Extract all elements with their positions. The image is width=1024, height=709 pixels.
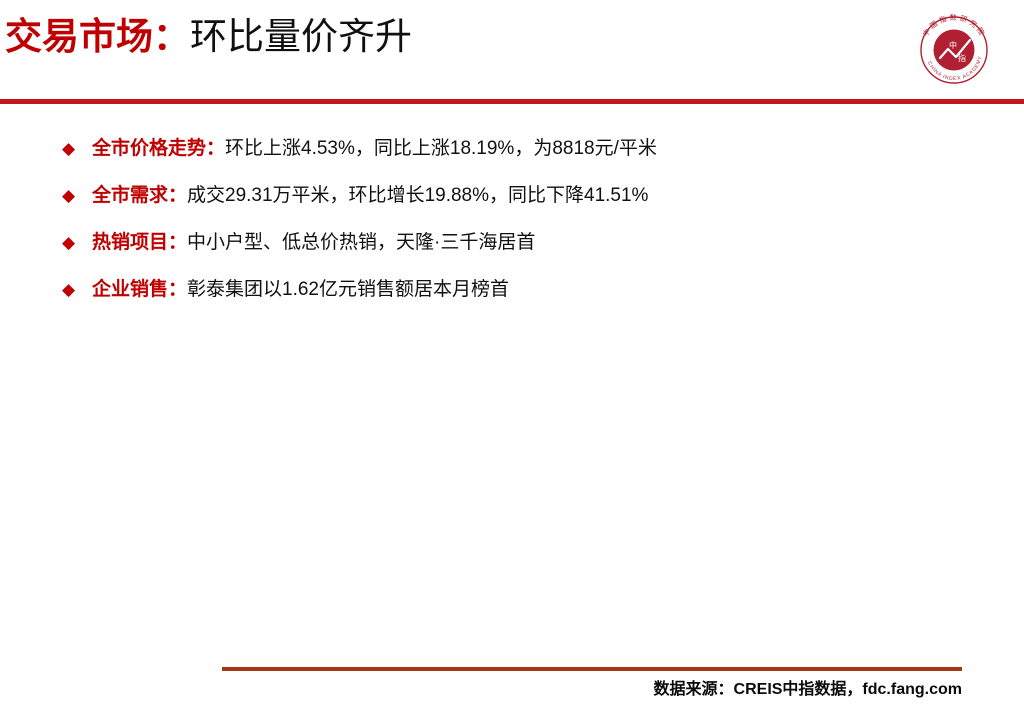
footer-divider — [222, 667, 962, 671]
bullet-text: 全市需求：成交29.31万平米，环比增长19.88%，同比下降41.51% — [92, 180, 982, 212]
bullet-body: 成交29.31万平米，环比增长19.88%，同比下降41.51% — [187, 185, 649, 206]
page-title-colon: ： — [153, 16, 190, 57]
svg-text:中: 中 — [949, 40, 957, 50]
bullet-text: 企业销售：彰泰集团以1.62亿元销售额居本月榜首 — [92, 274, 982, 306]
page-title: 交易市场：环比量价齐升 — [5, 12, 412, 62]
bullet-label: 全市价格走势： — [92, 138, 226, 159]
list-item: ◆ 全市需求：成交29.31万平米，环比增长19.88%，同比下降41.51% — [62, 180, 982, 227]
bullet-body: 环比上涨4.53%，同比上涨18.19%，为8818元/平米 — [225, 138, 657, 159]
bullet-text: 热销项目：中小户型、低总价热销，天隆·三千海居首 — [92, 227, 982, 259]
list-item: ◆ 企业销售：彰泰集团以1.62亿元销售额居本月榜首 — [62, 274, 982, 321]
svg-text:指: 指 — [958, 53, 966, 63]
bullet-label: 全市需求： — [92, 185, 188, 206]
bullet-body: 中小户型、低总价热销，天隆·三千海居首 — [187, 232, 536, 253]
page-title-rest: 环比量价齐升 — [190, 16, 412, 57]
list-item: ◆ 全市价格走势：环比上涨4.53%，同比上涨18.19%，为8818元/平米 — [62, 133, 982, 180]
page-title-accent: 交易市场 — [5, 16, 153, 57]
slide-header: 交易市场：环比量价齐升 中 指 中国指数研究院 CHINA INDEX ACAD… — [0, 0, 1024, 104]
diamond-bullet-icon: ◆ — [62, 139, 76, 158]
bullet-label: 企业销售： — [92, 279, 188, 300]
header-divider — [0, 99, 1024, 104]
bullet-text: 全市价格走势：环比上涨4.53%，同比上涨18.19%，为8818元/平米 — [92, 133, 982, 165]
bullet-list: ◆ 全市价格走势：环比上涨4.53%，同比上涨18.19%，为8818元/平米 … — [62, 133, 982, 321]
list-item: ◆ 热销项目：中小户型、低总价热销，天隆·三千海居首 — [62, 227, 982, 274]
china-index-academy-logo: 中 指 中国指数研究院 CHINA INDEX ACADEMY — [912, 8, 996, 92]
diamond-bullet-icon: ◆ — [62, 280, 76, 299]
bullet-label: 热销项目： — [92, 232, 188, 253]
diamond-bullet-icon: ◆ — [62, 233, 76, 252]
diamond-bullet-icon: ◆ — [62, 186, 76, 205]
bullet-body: 彰泰集团以1.62亿元销售额居本月榜首 — [187, 279, 509, 300]
data-source-note: 数据来源：CREIS中指数据，fdc.fang.com — [653, 681, 962, 698]
